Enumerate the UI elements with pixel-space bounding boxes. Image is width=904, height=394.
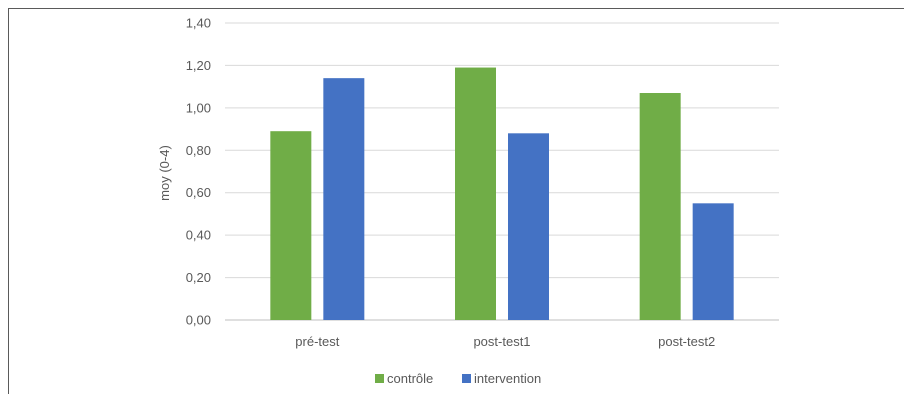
bars — [270, 67, 734, 321]
gridlines — [225, 22, 779, 321]
y-tick-label: 1,40 — [186, 16, 211, 31]
bar-intervention — [692, 203, 734, 320]
bar-controle — [270, 131, 312, 320]
y-axis-title: moy (0-4) — [157, 145, 172, 201]
bar-intervention — [508, 133, 549, 320]
bar-controle — [455, 67, 496, 320]
y-tick-label: 1,20 — [186, 58, 211, 73]
y-tick-label: 0,20 — [186, 270, 211, 285]
y-tick-label: 0,40 — [186, 228, 211, 243]
x-tick-label: pré-test — [295, 334, 339, 349]
bar-intervention — [323, 78, 365, 321]
x-tick-label: post-test2 — [658, 334, 715, 349]
legend-swatch — [375, 374, 384, 383]
y-tick-label: 0,80 — [186, 143, 211, 158]
y-tick-label: 1,00 — [186, 100, 211, 115]
y-tick-labels: 0,00 0,20 0,40 0,60 0,80 1,00 1,20 1,40 — [186, 16, 211, 328]
x-tick-label: post-test1 — [473, 334, 530, 349]
legend: contrôle intervention — [375, 371, 541, 386]
chart-frame — [8, 8, 904, 394]
legend-label: contrôle — [387, 371, 433, 386]
legend-swatch — [462, 374, 471, 383]
y-tick-label: 0,60 — [186, 185, 211, 200]
y-tick-label: 0,00 — [186, 313, 211, 328]
bar-controle — [639, 93, 681, 320]
x-tick-labels: pré-test post-test1 post-test2 — [295, 334, 715, 349]
legend-label: intervention — [474, 371, 541, 386]
